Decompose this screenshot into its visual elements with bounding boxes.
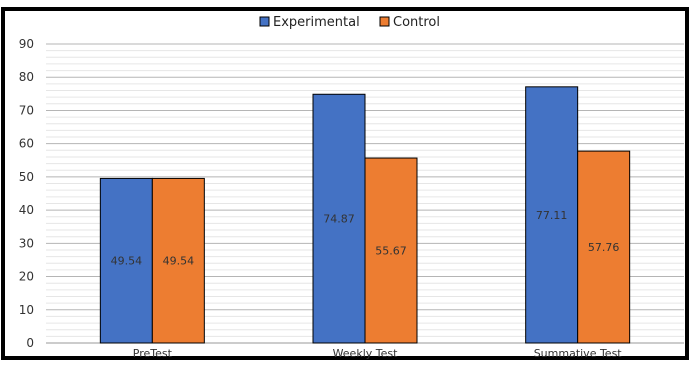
y-tick-label: 30 [19, 236, 34, 250]
data-label: 74.87 [323, 213, 355, 226]
y-tick-label: 50 [19, 170, 34, 184]
x-tick-label: Summative Test [534, 347, 623, 360]
data-label: 49.54 [111, 255, 143, 268]
bar-experimental-1 [312, 93, 366, 344]
data-label: 49.54 [163, 255, 195, 268]
x-tick-label: PreTest [133, 347, 173, 360]
legend: Experimental Control [259, 15, 440, 30]
bars [99, 86, 631, 344]
y-tick-label: 20 [19, 270, 34, 284]
y-tick-label: 40 [19, 203, 34, 217]
legend-label-control: Control [393, 15, 440, 30]
data-label: 57.76 [588, 241, 620, 254]
x-tick-label: Weekly Test [333, 347, 399, 360]
legend-swatch-experimental [259, 16, 270, 27]
x-axis-tick-labels: PreTest Weekly Test Summative Test [133, 347, 623, 360]
bar-control-2 [577, 150, 631, 344]
y-tick-label: 80 [19, 70, 34, 84]
chart-frame [1, 7, 689, 360]
y-tick-label: 60 [19, 137, 34, 151]
y-axis-tick-labels: 0 10 20 30 40 50 60 70 80 90 [19, 37, 34, 350]
y-tick-label: 0 [26, 336, 34, 350]
data-label: 55.67 [375, 245, 407, 258]
y-tick-label: 70 [19, 103, 34, 117]
y-tick-label: 90 [19, 37, 34, 51]
legend-swatch-control [379, 16, 390, 27]
bar-data-labels: 49.54 49.54 74.87 55.67 77.11 57.76 [111, 209, 620, 268]
bar-control-0 [151, 177, 205, 344]
legend-label-experimental: Experimental [273, 15, 360, 30]
bar-control-1 [364, 157, 418, 344]
y-tick-label: 10 [19, 303, 34, 317]
data-label: 77.11 [536, 209, 568, 222]
